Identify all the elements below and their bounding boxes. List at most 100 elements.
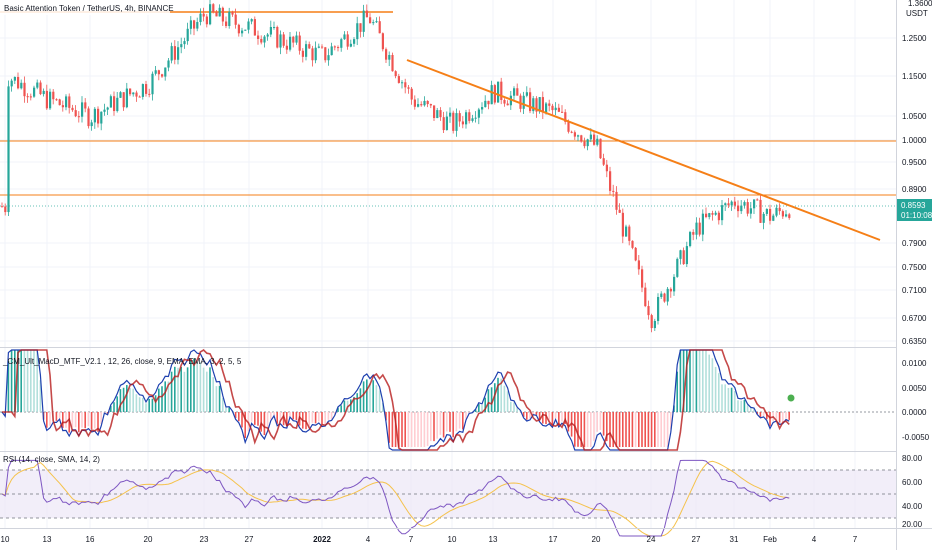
- candle-body: [109, 96, 112, 108]
- candle-body: [65, 96, 68, 108]
- macd-histogram-bar: [190, 360, 192, 412]
- candle-body: [589, 134, 592, 140]
- candle-body: [765, 208, 768, 214]
- candle-body: [772, 215, 775, 221]
- macd-histogram-bar: [641, 412, 643, 447]
- macd-histogram-bar: [369, 383, 371, 412]
- candle-body: [497, 81, 500, 103]
- rsi-ticks: 80.00 60.00 40.00 20.00: [902, 454, 923, 529]
- macd-histogram-bar: [612, 412, 614, 447]
- macd-label[interactable]: _CM_Ult_MacD_MTF_V2.1 , 12, 26, close, 9…: [2, 357, 242, 366]
- time-axis[interactable]: 10 13 16 20 23 27 2022 4 7 10 13 17 20 24 27 31 Feb 4 7: [1, 535, 858, 544]
- candle-body: [769, 208, 772, 221]
- candle-body: [349, 43, 352, 47]
- macd-histogram-bar: [446, 412, 448, 432]
- candle-body: [423, 100, 426, 106]
- macd-histogram-bar: [692, 350, 694, 412]
- candles-layer[interactable]: [1, 0, 791, 333]
- candle-body: [660, 293, 663, 297]
- macd-histogram-bar: [135, 394, 138, 412]
- candle-body: [353, 39, 356, 44]
- candle-body: [205, 16, 208, 25]
- candle-body: [356, 23, 359, 40]
- candle-body: [122, 92, 125, 108]
- macd-histogram-bar: [94, 412, 96, 429]
- candle-body: [333, 46, 336, 48]
- candle-body: [538, 97, 541, 112]
- candle-body: [285, 45, 288, 50]
- candle-body: [61, 105, 64, 108]
- candle-body: [513, 88, 516, 96]
- candle-body: [679, 250, 682, 259]
- candle-body: [97, 108, 100, 124]
- macd-histogram-bar: [494, 383, 496, 412]
- price-axis[interactable]: 1.3600 USDT 1.2500 1.1500 1.0500 1.0000 0.95…: [897, 0, 932, 346]
- macd-histogram-bar: [330, 412, 333, 420]
- candle-body: [164, 67, 167, 77]
- macd-histogram-bar: [142, 397, 144, 412]
- macd-histogram-bar: [631, 412, 634, 447]
- candle-body: [596, 138, 599, 145]
- macd-histogram-bar: [148, 398, 150, 412]
- candle-body: [87, 108, 90, 127]
- macd-histogram-bar: [356, 393, 358, 412]
- candle-body: [189, 20, 192, 29]
- time-tick-label: 20: [144, 535, 153, 544]
- candle-body: [545, 103, 548, 113]
- macd-histogram-bar: [538, 412, 541, 421]
- trend-layer[interactable]: [406, 59, 881, 241]
- macd-histogram-bar: [788, 412, 790, 420]
- candle-body: [541, 97, 544, 113]
- candle-body: [580, 135, 583, 142]
- candle-body: [381, 33, 384, 50]
- macd-histogram-bar: [58, 412, 61, 419]
- macd-histogram-bar: [295, 412, 298, 421]
- time-tick-label: 13: [43, 535, 52, 544]
- candle-body: [106, 107, 109, 110]
- candle-body: [161, 74, 164, 77]
- time-tick-label: 17: [549, 535, 558, 544]
- macd-histogram-bar: [490, 387, 493, 412]
- trendline[interactable]: [406, 59, 881, 241]
- macd-histogram-bar: [551, 412, 554, 426]
- macd-histogram-bar: [686, 350, 688, 412]
- candle-body: [557, 107, 560, 112]
- candle-body: [273, 26, 276, 28]
- macd-histogram-bar: [615, 412, 618, 447]
- candle-body: [215, 12, 218, 17]
- candle-body: [705, 213, 708, 218]
- candle-body: [429, 104, 432, 106]
- macd-histogram-bar: [602, 412, 605, 436]
- candle-body: [564, 112, 567, 122]
- macd-histogram-bar: [522, 412, 525, 417]
- candle-body: [420, 104, 423, 106]
- time-tick-label: 23: [200, 535, 209, 544]
- candle-body: [241, 30, 244, 34]
- macd-histogram-bar: [292, 412, 294, 420]
- candle-body: [289, 36, 292, 50]
- candle-body: [369, 17, 372, 24]
- candle-body: [628, 226, 631, 241]
- candle-body: [634, 247, 637, 261]
- candle-body: [154, 70, 157, 74]
- rsi-label[interactable]: RSI (14, close, SMA, 14, 2): [3, 455, 100, 464]
- candle-body: [375, 21, 378, 23]
- macd-histogram-bar: [590, 412, 592, 447]
- candle-body: [311, 48, 314, 61]
- candle-body: [602, 158, 605, 165]
- macd-histogram-bar: [622, 412, 624, 447]
- levels-layer: [0, 11, 896, 207]
- macd-histogram-bar: [343, 400, 346, 412]
- candle-body: [708, 213, 711, 218]
- rsi-tick-label: 40.00: [902, 502, 923, 511]
- currency-label[interactable]: USDT: [906, 9, 928, 18]
- macd-histogram-bar: [468, 412, 470, 414]
- candle-body: [788, 214, 791, 218]
- candle-body: [81, 102, 84, 117]
- time-tick-label: 13: [489, 535, 498, 544]
- candle-body: [58, 99, 61, 106]
- macd-histogram-bar: [113, 402, 115, 412]
- candle-body: [129, 88, 132, 95]
- macd-histogram-bar: [426, 412, 429, 447]
